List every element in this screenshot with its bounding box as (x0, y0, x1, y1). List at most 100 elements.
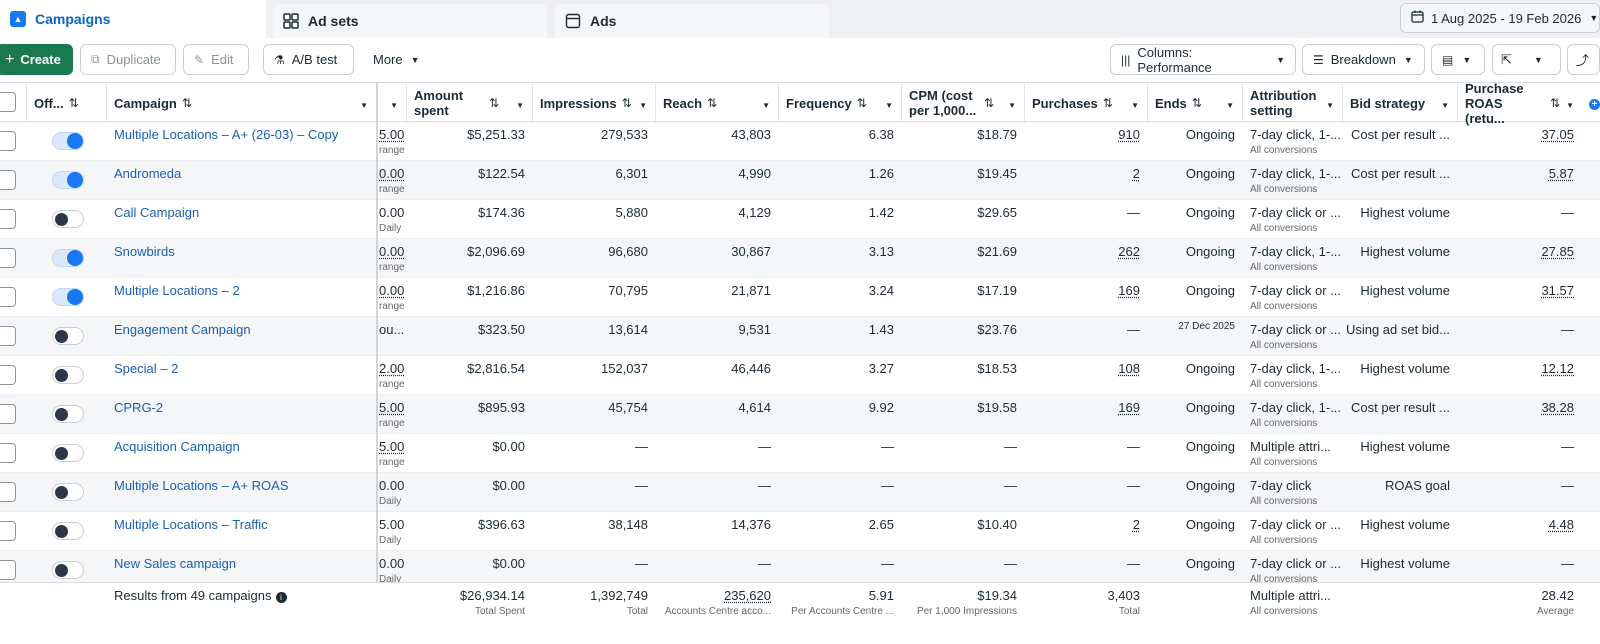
cell-attribution: 7-day click or ... All conversions (1250, 317, 1343, 356)
header-reach[interactable]: Reach ⇅ ▼ (656, 83, 779, 123)
date-range-picker[interactable]: 1 Aug 2025 - 19 Feb 2026 ▼ (1400, 3, 1600, 33)
cell-purchases-value[interactable]: 108 (1118, 361, 1140, 376)
cell-cpm: $21.69 (902, 239, 1025, 278)
table-row[interactable]: Snowbirds 0.00 range $2,096.69 96,680 30,867 3… (0, 239, 1600, 278)
campaign-toggle[interactable] (52, 522, 84, 540)
row-checkbox[interactable] (0, 170, 16, 190)
campaign-name-link[interactable]: Multiple Locations – Traffic (114, 517, 268, 532)
cell-roas-value[interactable]: 37.05 (1541, 127, 1574, 142)
header-off-on[interactable]: Off... ⇅ (27, 83, 107, 123)
cell-roas-value[interactable]: 4.48 (1548, 517, 1574, 532)
header-campaign[interactable]: Campaign ⇅ ▼ (107, 83, 377, 123)
campaign-name-link[interactable]: Special – 2 (114, 361, 179, 376)
cell-purchases-value[interactable]: 169 (1118, 400, 1140, 415)
ab-test-button[interactable]: ⚗ A/B test (263, 44, 354, 75)
campaign-toggle[interactable] (52, 249, 84, 267)
cell-roas: — (1458, 473, 1582, 512)
cell-roas-value[interactable]: 12.12 (1541, 361, 1574, 376)
campaign-name-link[interactable]: Call Campaign (114, 205, 200, 220)
header-purchases[interactable]: Purchases ⇅ ▼ (1025, 83, 1148, 123)
row-checkbox[interactable] (0, 326, 16, 346)
campaign-name-link[interactable]: Engagement Campaign (114, 322, 251, 337)
campaign-toggle[interactable] (52, 405, 84, 423)
row-checkbox[interactable] (0, 209, 16, 229)
table-row[interactable]: Engagement Campaign ou... $323.50 13,614 9,5… (0, 317, 1600, 356)
campaign-toggle[interactable] (52, 210, 84, 228)
table-row[interactable]: Multiple Locations – A+ ROAS 0.00 Daily $0.… (0, 473, 1600, 512)
row-checkbox[interactable] (0, 365, 16, 385)
campaign-toggle[interactable] (52, 483, 84, 501)
columns-button[interactable]: ||| Columns: Performance ▼ (1110, 44, 1296, 75)
create-button[interactable]: + Create (0, 44, 73, 75)
cell-roas-value[interactable]: 38.28 (1541, 400, 1574, 415)
row-checkbox[interactable] (0, 404, 16, 424)
header-budget[interactable]: ▼ (377, 83, 407, 123)
row-checkbox[interactable] (0, 521, 16, 541)
table-row[interactable]: CPRG-2 5.00 range $895.93 45,754 4,614 9.92 $19… (0, 395, 1600, 434)
campaign-toggle[interactable] (52, 444, 84, 462)
reports-button[interactable]: ▤ ▼ (1431, 44, 1485, 75)
select-all-checkbox[interactable] (0, 92, 16, 112)
row-checkbox[interactable] (0, 482, 16, 502)
table-row[interactable]: Andromeda 0.00 range $122.54 6,301 4,990 1.26 $… (0, 161, 1600, 200)
row-checkbox[interactable] (0, 287, 16, 307)
header-bid-strategy[interactable]: Bid strategy ▼ (1343, 83, 1458, 123)
cell-roas-value[interactable]: 27.85 (1541, 244, 1574, 259)
row-checkbox[interactable] (0, 131, 16, 151)
campaign-toggle[interactable] (52, 561, 84, 579)
edit-button[interactable]: ✎ Edit (183, 44, 249, 75)
campaign-toggle[interactable] (52, 171, 84, 189)
cell-budget: 0.00 Daily (377, 551, 407, 590)
campaign-toggle[interactable] (52, 327, 84, 345)
table-row[interactable]: Special – 2 2.00 range $2,816.54 152,037 46,4… (0, 356, 1600, 395)
campaign-name-link[interactable]: Multiple Locations – 2 (114, 283, 240, 298)
campaign-toggle[interactable] (52, 132, 84, 150)
cell-purchases-value[interactable]: 2 (1132, 517, 1140, 532)
tab-ads[interactable]: Ads (555, 4, 829, 38)
table-row[interactable]: Multiple Locations – 2 0.00 range $1,216.86… (0, 278, 1600, 317)
chart-button[interactable]: ⤴ (1567, 44, 1600, 75)
cell-roas-value[interactable]: 5.87 (1548, 166, 1574, 181)
chevron-down-icon: ▼ (410, 54, 420, 65)
header-impressions[interactable]: Impressions ⇅ ▼ (533, 83, 656, 123)
campaign-name-link[interactable]: Andromeda (114, 166, 182, 181)
info-icon[interactable]: i (275, 592, 287, 603)
cell-purchases-value[interactable]: 2 (1132, 166, 1140, 181)
row-checkbox[interactable] (0, 443, 16, 463)
campaign-name-link[interactable]: Snowbirds (114, 244, 175, 259)
cell-purchases-value[interactable]: 262 (1118, 244, 1140, 259)
breakdown-button[interactable]: ☰ Breakdown ▼ (1302, 44, 1425, 75)
header-roas[interactable]: Purchase ROAS (retu... ⇅ ▼ (1458, 81, 1582, 126)
cell-cpm-value: $21.69 (977, 244, 1017, 259)
row-checkbox[interactable] (0, 248, 16, 268)
campaign-toggle[interactable] (52, 288, 84, 306)
table-row[interactable]: Multiple Locations – A+ (26-03) – Copy 5.… (0, 122, 1600, 161)
header-cpm[interactable]: CPM (cost per 1,000... ⇅ ▼ (902, 83, 1025, 123)
campaign-name-link[interactable]: Multiple Locations – A+ ROAS (114, 478, 289, 493)
header-frequency[interactable]: Frequency ⇅ ▼ (779, 83, 902, 123)
add-column-icon[interactable]: + (1589, 99, 1600, 110)
row-checkbox[interactable] (0, 560, 16, 580)
header-attribution[interactable]: Attribution setting ▼ (1243, 83, 1343, 123)
header-ends[interactable]: Ends ⇅ ▼ (1148, 83, 1243, 123)
cell-purchases-value[interactable]: 169 (1118, 283, 1140, 298)
campaign-name-link[interactable]: CPRG-2 (114, 400, 164, 415)
cell-roas-value[interactable]: 31.57 (1541, 283, 1574, 298)
more-button[interactable]: More ▼ (363, 44, 433, 75)
footer-reach-value[interactable]: 235,620 (724, 588, 771, 603)
campaign-name-link[interactable]: Multiple Locations – A+ (26-03) – Copy (114, 127, 339, 142)
table-row[interactable]: Acquisition Campaign 5.00 range $0.00 — — — — — O… (0, 434, 1600, 473)
duplicate-button[interactable]: ⧉ Duplicate (80, 44, 176, 75)
table-row[interactable]: Multiple Locations – Traffic 5.00 Daily $39… (0, 512, 1600, 551)
cell-roas: 12.12 (1458, 356, 1582, 395)
export-button[interactable]: ⇱ ▼ (1492, 44, 1561, 75)
campaign-name-link[interactable]: Acquisition Campaign (114, 439, 240, 454)
cell-impressions: 279,533 (533, 122, 656, 161)
campaign-name-link[interactable]: New Sales campaign (114, 556, 237, 571)
header-amount-spent[interactable]: Amount spent ⇅ ▼ (407, 83, 533, 123)
tab-campaigns[interactable]: ▲ Campaigns (0, 0, 266, 38)
cell-purchases-value[interactable]: 910 (1118, 127, 1140, 142)
table-row[interactable]: Call Campaign 0.00 Daily $174.36 5,880 4,129 1… (0, 200, 1600, 239)
tab-ad-sets[interactable]: Ad sets (273, 4, 547, 38)
campaign-toggle[interactable] (52, 366, 84, 384)
